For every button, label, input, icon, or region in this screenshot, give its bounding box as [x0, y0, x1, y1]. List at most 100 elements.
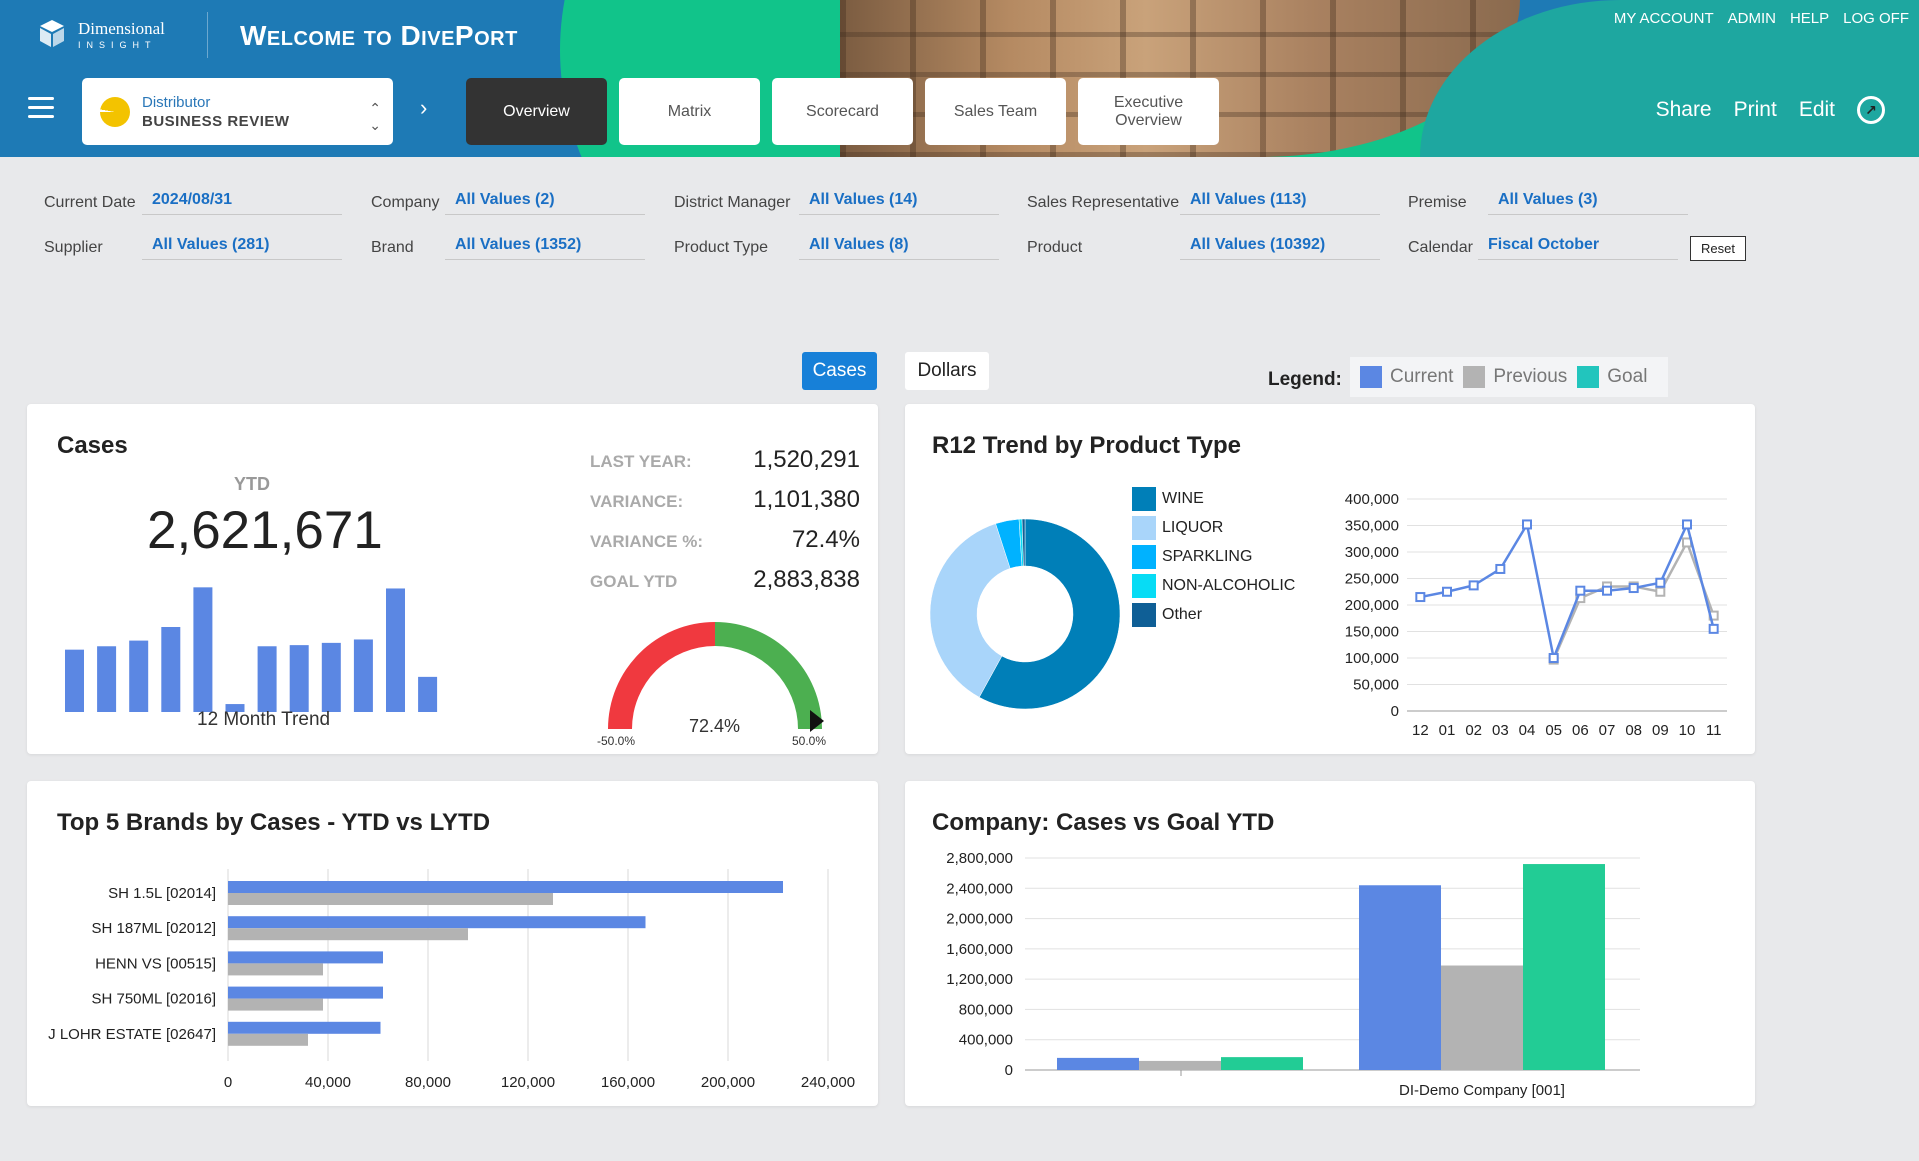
- tab-matrix[interactable]: Matrix: [619, 78, 760, 145]
- x-tick-label: 240,000: [801, 1074, 855, 1091]
- x-tick-label: 07: [1599, 722, 1616, 739]
- filter-value-supplier[interactable]: All Values (281): [142, 236, 342, 260]
- filter-value-sales-representative[interactable]: All Values (113): [1180, 191, 1380, 215]
- logo-line1: Dimensional: [78, 18, 165, 38]
- tab-scorecard[interactable]: Scorecard: [772, 78, 913, 145]
- filter-label: Current Date: [44, 194, 136, 211]
- gauge-low-segment: [608, 622, 715, 729]
- r12-trend-panel: R12 Trend by Product Type WINE LIQUOR SP…: [905, 404, 1755, 754]
- filter-value-company[interactable]: All Values (2): [445, 191, 645, 215]
- x-tick-label: 08: [1625, 722, 1642, 739]
- log-off-link[interactable]: LOG OFF: [1843, 10, 1909, 27]
- stat-goal-ytd: GOAL YTD 2,883,838: [590, 566, 860, 594]
- print-button[interactable]: Print: [1733, 98, 1777, 121]
- x-tick-label: 120,000: [501, 1074, 555, 1091]
- bar-previous: [228, 998, 323, 1011]
- legend-item-current: Current: [1360, 366, 1453, 388]
- filter-supplier: Supplier All Values (281): [44, 236, 342, 260]
- filter-premise: Premise All Values (3): [1408, 191, 1688, 215]
- legend: Current Previous Goal: [1350, 357, 1668, 397]
- header-bar: Dimensional INSIGHT Welcome to DivePort …: [0, 0, 1919, 157]
- report-pie-icon: [100, 96, 130, 127]
- trend-bar: [97, 646, 117, 712]
- filter-label: Supplier: [44, 239, 103, 256]
- trend-label: 12 Month Trend: [197, 709, 331, 730]
- y-tick-label: 50,000: [1353, 677, 1399, 694]
- x-tick-label: 200,000: [701, 1074, 755, 1091]
- data-point: [1628, 583, 1639, 594]
- x-tick-label: 10: [1679, 722, 1696, 739]
- data-point: [1548, 653, 1559, 663]
- trend-bar: [193, 587, 213, 712]
- filter-value-product[interactable]: All Values (10392): [1180, 236, 1380, 260]
- trend-bar: [289, 645, 309, 712]
- filter-value-premise[interactable]: All Values (3): [1488, 191, 1688, 215]
- filter-label: Product Type: [674, 239, 768, 256]
- filter-value-calendar[interactable]: Fiscal October: [1478, 236, 1678, 260]
- stat-value: 1,101,380: [753, 486, 860, 513]
- open-external-icon[interactable]: ↗: [1857, 96, 1885, 124]
- bar-current: [228, 881, 783, 893]
- logo-cube-icon: [40, 20, 64, 47]
- data-point: [1708, 623, 1719, 634]
- reset-button[interactable]: Reset: [1690, 236, 1746, 261]
- x-tick-label: 04: [1519, 722, 1536, 739]
- x-tick-label: 0: [224, 1074, 232, 1091]
- filter-label: Company: [371, 194, 440, 211]
- data-point: [1442, 586, 1452, 597]
- logo[interactable]: Dimensional INSIGHT: [34, 18, 165, 50]
- filter-product-type: Product Type All Values (8): [674, 236, 999, 260]
- cases-toggle-button[interactable]: Cases: [802, 352, 877, 390]
- help-link[interactable]: HELP: [1789, 10, 1830, 27]
- trend-bar: [161, 627, 181, 712]
- filter-value-current-date[interactable]: 2024/08/31: [142, 191, 342, 215]
- bar-current: [228, 951, 383, 964]
- logo-line2: INSIGHT: [78, 39, 157, 50]
- tab-sales-team[interactable]: Sales Team: [925, 78, 1066, 145]
- filter-value-product-type[interactable]: All Values (8): [799, 236, 999, 260]
- filter-label: Brand: [371, 239, 414, 256]
- ytd-value: 2,621,671: [147, 501, 383, 560]
- x-tick-label: 160,000: [601, 1074, 655, 1091]
- hamburger-menu-icon[interactable]: [28, 97, 54, 119]
- up-down-chevron-icon: ⌃ ⌄: [369, 100, 381, 133]
- my-account-link[interactable]: MY ACCOUNT: [1613, 10, 1714, 27]
- bar-current: [1359, 885, 1441, 1070]
- data-point: [1495, 563, 1506, 574]
- dollars-toggle-button[interactable]: Dollars: [905, 352, 989, 390]
- filter-label: Calendar: [1408, 239, 1473, 256]
- filter-label: Premise: [1408, 194, 1467, 211]
- tab-executive-overview[interactable]: Executive Overview: [1078, 78, 1219, 145]
- donut-slice: [929, 523, 1011, 698]
- chevron-right-icon: ›: [420, 95, 428, 120]
- header-divider: [207, 12, 208, 58]
- stat-value: 1,520,291: [753, 446, 860, 473]
- share-button[interactable]: Share: [1655, 98, 1712, 121]
- x-tick-label: 06: [1572, 722, 1589, 739]
- bar-previous: [228, 893, 553, 905]
- report-selector[interactable]: Distributor BUSINESS REVIEW ⌃ ⌄: [82, 78, 393, 145]
- gauge-value: 72.4%: [689, 716, 741, 736]
- y-tick-label: 400,000: [1345, 491, 1399, 508]
- filter-product: Product All Values (10392): [1027, 236, 1380, 260]
- donut-legend-item: SPARKLING: [1132, 542, 1295, 571]
- stat-label: VARIANCE:: [590, 492, 684, 511]
- donut-legend-item: WINE: [1132, 484, 1295, 513]
- edit-button[interactable]: Edit: [1798, 98, 1835, 121]
- filter-label: Product: [1027, 239, 1083, 256]
- filter-label: District Manager: [674, 194, 791, 211]
- admin-link[interactable]: ADMIN: [1727, 10, 1776, 27]
- filter-sales-representative: Sales Representative All Values (113): [1027, 191, 1380, 215]
- trend-bar: [65, 649, 84, 712]
- stat-label: GOAL YTD: [590, 572, 678, 591]
- x-tick-label: 02: [1465, 722, 1482, 739]
- product-type-donut-chart: [929, 518, 1121, 710]
- data-point: [1522, 519, 1532, 530]
- panel-title: Top 5 Brands by Cases - YTD vs LYTD: [57, 809, 491, 836]
- filter-value-district-manager[interactable]: All Values (14): [799, 191, 999, 215]
- donut-legend-label: WINE: [1162, 489, 1204, 507]
- filter-value-brand[interactable]: All Values (1352): [445, 236, 645, 260]
- top-links: MY ACCOUNT ADMIN HELP LOG OFF: [1614, 10, 1909, 27]
- tab-overview[interactable]: Overview: [466, 78, 607, 145]
- y-tick-label: 250,000: [1345, 571, 1399, 588]
